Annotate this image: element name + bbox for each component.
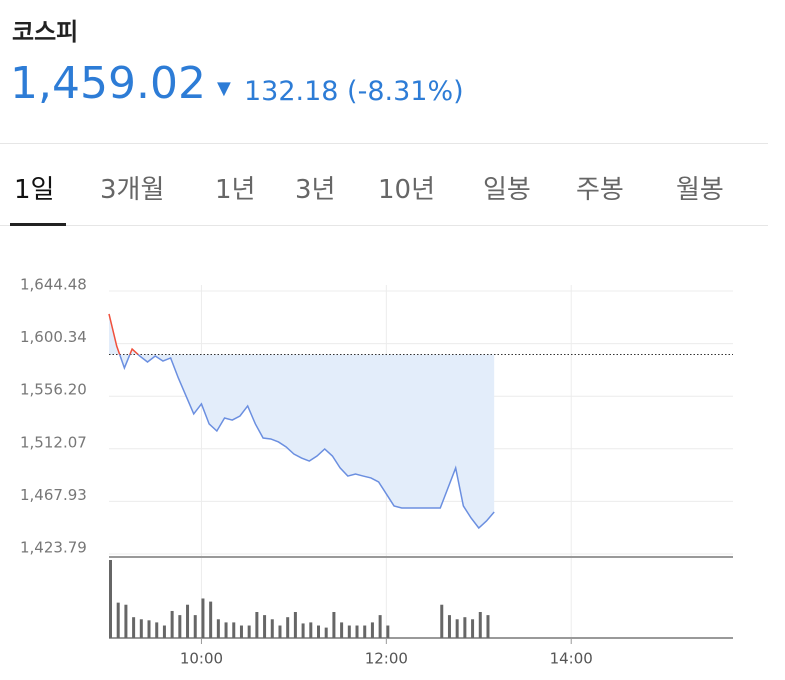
tab[interactable]: 일봉 <box>483 175 531 205</box>
volume-bar <box>447 615 451 638</box>
volume-bar <box>386 625 390 638</box>
tab[interactable]: 3년 <box>295 175 336 205</box>
volume-bar <box>363 625 367 638</box>
y-tick-label: 1,600.34 <box>20 328 87 346</box>
volume-bar <box>293 612 297 638</box>
tab[interactable]: 월봉 <box>676 175 724 205</box>
price: 1,459.02 <box>10 58 206 109</box>
y-tick-label: 1,512.07 <box>20 433 87 451</box>
area <box>109 313 495 529</box>
volume-bar <box>162 625 166 638</box>
volume-bar <box>455 619 459 638</box>
volume-bar <box>139 619 143 638</box>
volume-bar <box>370 622 374 638</box>
y-tick-label: 1,423.79 <box>20 539 87 557</box>
volume-bar <box>478 612 482 638</box>
volume-bar <box>193 615 197 638</box>
price-line <box>108 313 495 530</box>
volume-bar <box>109 560 112 638</box>
volume-bar <box>263 615 267 638</box>
x-tick-label: 12:00 <box>365 650 408 668</box>
volume-bar <box>301 623 305 638</box>
y-tick-label: 1,644.48 <box>20 276 87 294</box>
volume-bar <box>132 617 136 638</box>
volume-bar <box>124 604 128 638</box>
divider <box>0 143 768 144</box>
volume-bar <box>378 615 382 638</box>
volume-bar <box>355 625 359 638</box>
tab-bar: 1일 3개월 1년 3년 10년 일봉 주봉 월봉 <box>0 165 768 225</box>
volume-bar <box>232 622 236 638</box>
volume-bar <box>278 625 282 638</box>
tab[interactable]: 10년 <box>378 175 436 205</box>
x-tick-label: 14:00 <box>550 650 593 668</box>
volume-bar <box>239 625 243 638</box>
y-tick-label: 1,467.93 <box>20 486 87 504</box>
tab[interactable]: 3개월 <box>100 175 165 205</box>
volume-bar <box>317 625 320 638</box>
volume-bar <box>170 610 174 638</box>
divider <box>0 225 768 226</box>
volume-bar <box>347 625 351 638</box>
title: 코스피 <box>12 18 79 46</box>
volume-bar <box>209 601 213 638</box>
tab[interactable]: 1년 <box>215 175 256 205</box>
volume-bar <box>155 622 159 638</box>
volume-bar <box>224 622 228 638</box>
arrow: ▼ <box>217 78 231 99</box>
tab[interactable]: 1일 <box>14 175 55 205</box>
volume-bar <box>270 619 274 638</box>
volume-bar <box>216 619 220 638</box>
volume-bar <box>332 612 336 638</box>
volume-bar <box>116 602 120 638</box>
volume-bar <box>486 615 490 638</box>
volume-bar <box>440 604 444 638</box>
volume-bar <box>186 604 190 638</box>
volume-bar <box>178 615 182 638</box>
volume-bar <box>247 625 251 638</box>
volume-bar <box>201 598 205 638</box>
y-tick-label: 1,556.20 <box>20 381 87 399</box>
x-tick-label: 10:00 <box>180 650 223 668</box>
change: 132.18 (-8.31%) <box>244 76 464 107</box>
volume-bar <box>255 612 259 638</box>
volume-bar <box>324 627 328 638</box>
volume-bar <box>286 617 290 638</box>
tab[interactable]: 주봉 <box>576 175 624 205</box>
tab-underline <box>10 223 66 226</box>
volume-bar <box>471 619 475 638</box>
volume-bar <box>309 622 313 638</box>
volume-bar <box>463 617 467 638</box>
volume-bar <box>147 620 151 638</box>
volume-bar <box>340 622 344 638</box>
